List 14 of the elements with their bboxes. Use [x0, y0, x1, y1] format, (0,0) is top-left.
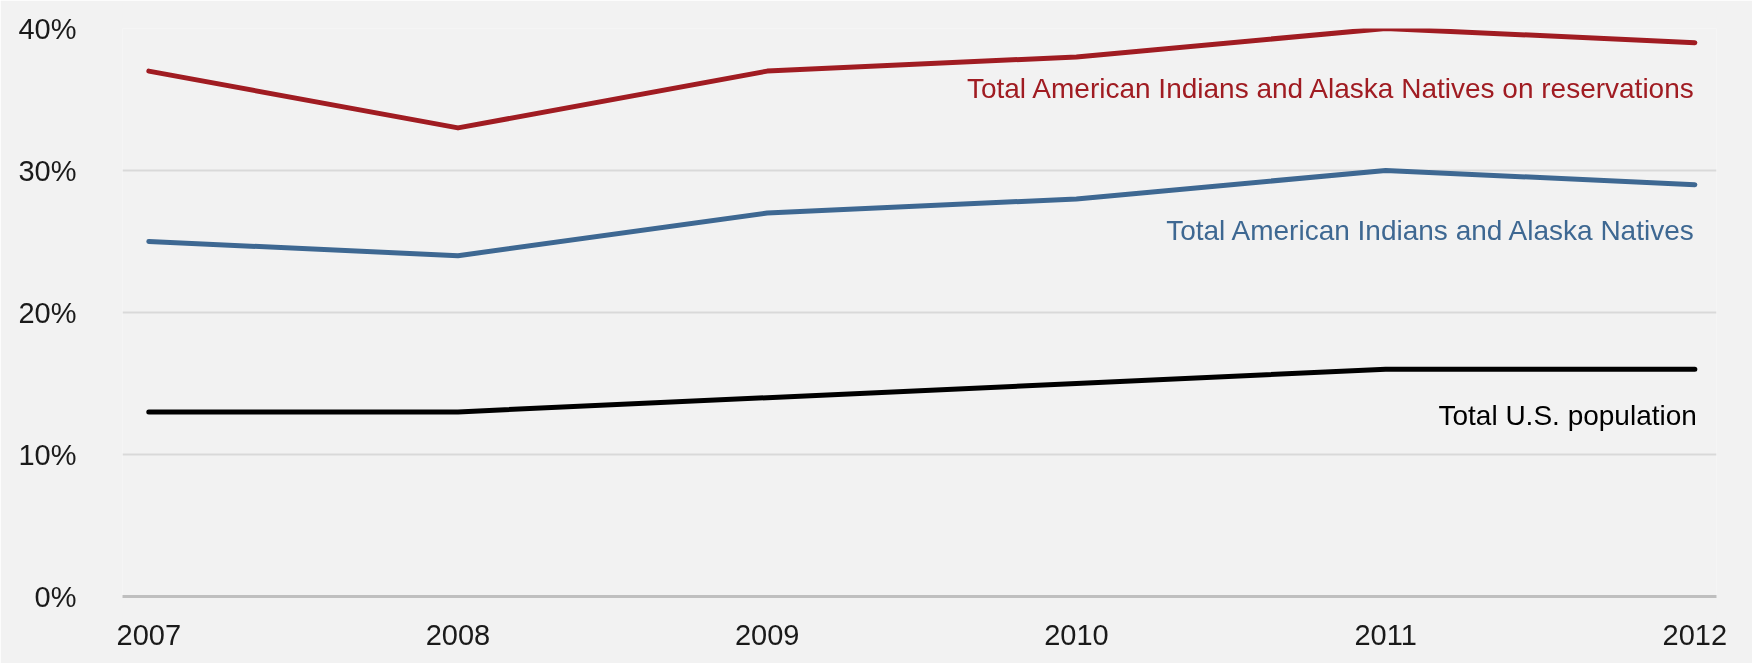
y-tick-label: 10%	[18, 438, 77, 471]
y-tick-label: 20%	[18, 296, 77, 329]
series-label: Total American Indians and Alaska Natives on reservations	[966, 73, 1694, 105]
series-label: Total American Indians and Alaska Natives	[1166, 215, 1694, 247]
x-tick-label: 2008	[425, 618, 491, 651]
x-tick-label: 2009	[734, 618, 800, 651]
x-tick-label: 2012	[1662, 618, 1728, 651]
y-tick-label: 40%	[18, 12, 77, 45]
y-tick-label: 0%	[34, 580, 77, 613]
x-tick-label: 2011	[1354, 618, 1417, 651]
y-tick-label: 30%	[18, 154, 77, 187]
x-tick-label: 2010	[1044, 618, 1109, 651]
x-tick-label: 2007	[116, 618, 182, 651]
series-label: Total U.S. population	[1438, 399, 1697, 431]
